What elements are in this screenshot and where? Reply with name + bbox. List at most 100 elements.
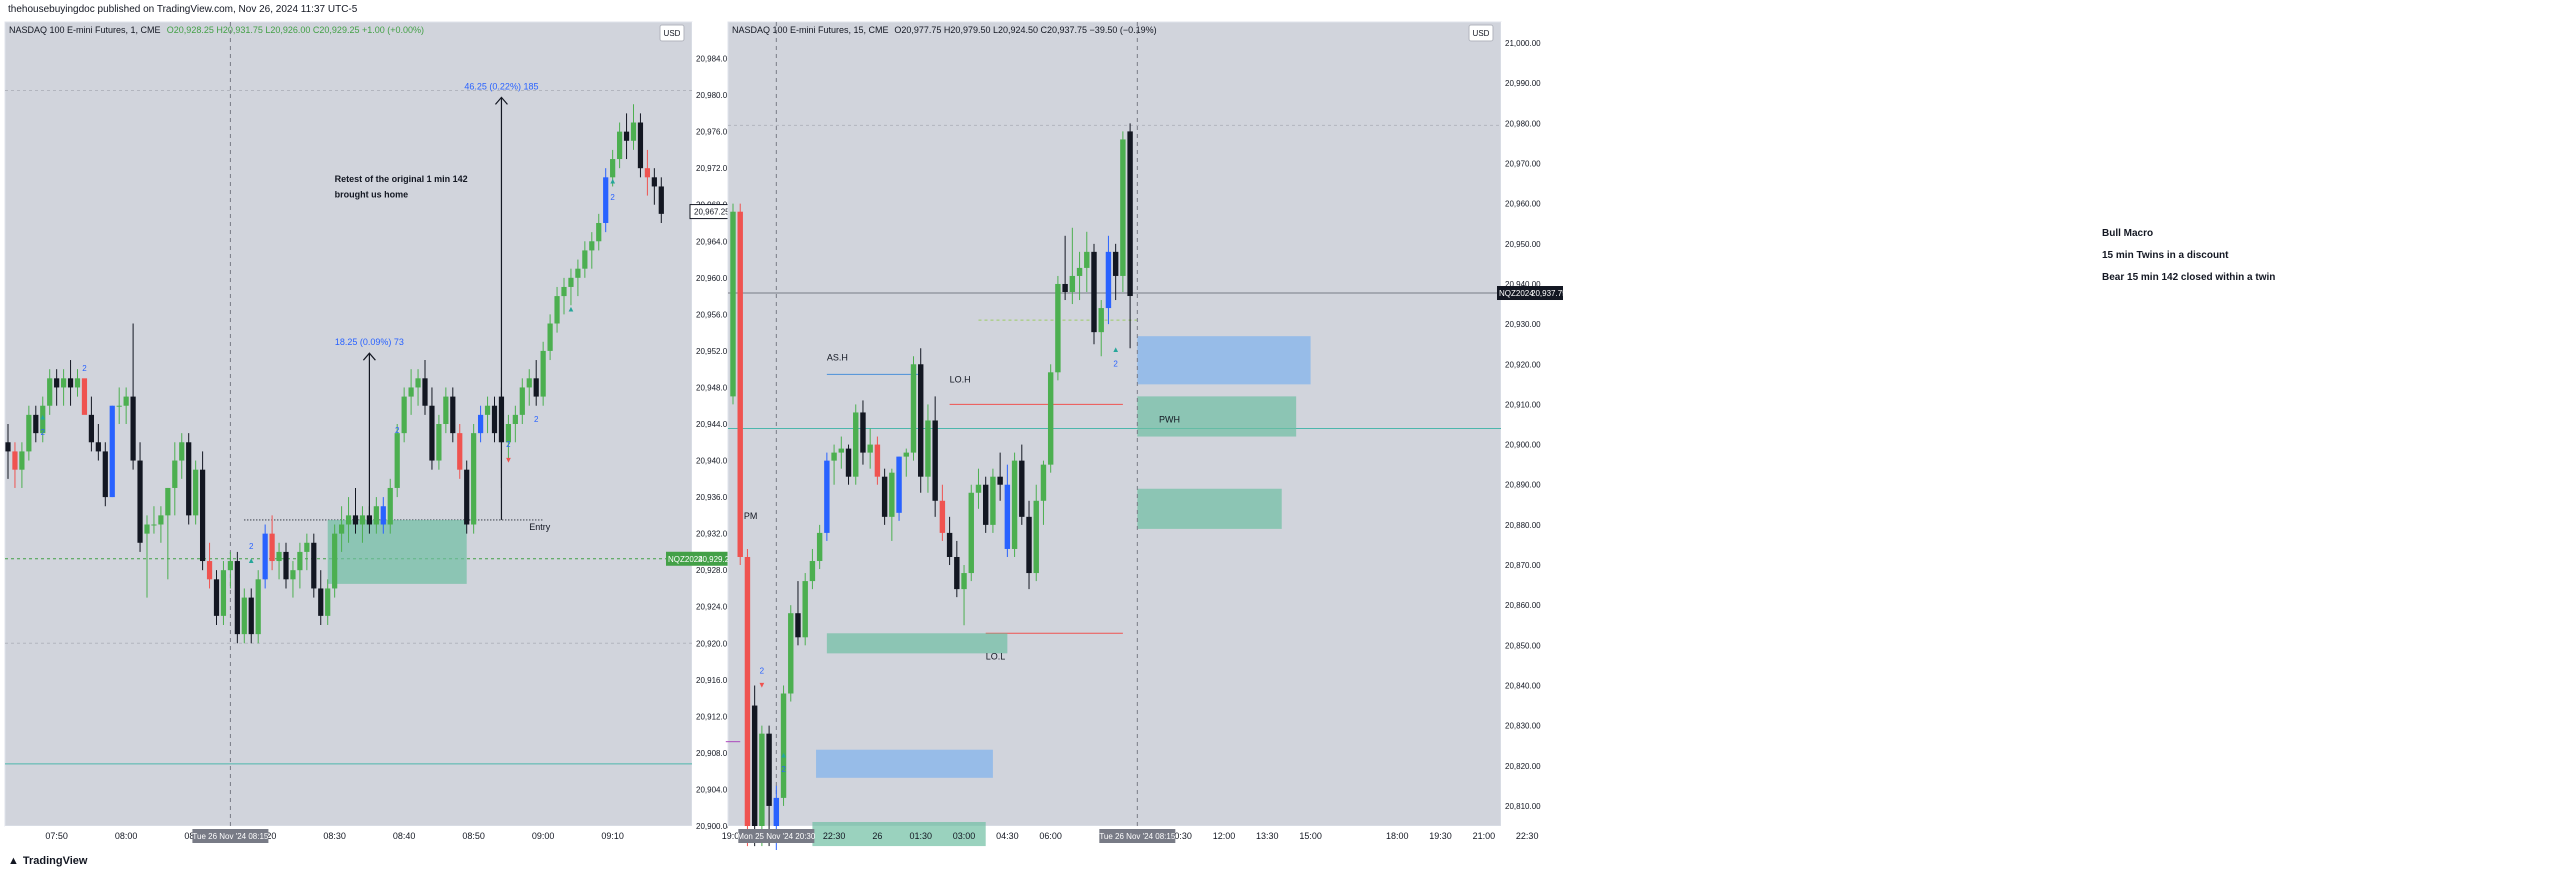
- candle: [193, 460, 199, 525]
- marker-triangle: ▲: [567, 305, 575, 314]
- candle: [394, 424, 400, 498]
- price-tick: 20,990.00: [1505, 79, 1541, 88]
- candle-body: [297, 551, 303, 571]
- marker-label: 2: [249, 542, 254, 551]
- contract-symbol: NQZ2024: [668, 555, 703, 564]
- annotation-text: LO.L: [986, 651, 1006, 661]
- zone-box: [812, 821, 986, 847]
- candle-body: [193, 469, 199, 516]
- candle-body: [737, 211, 743, 557]
- candle: [484, 396, 491, 434]
- publisher-text: thehousebuyingdoc published on TradingVi…: [8, 4, 358, 15]
- candle-body: [290, 570, 296, 580]
- contract-price: 20,929.25: [698, 555, 734, 564]
- zone-box: [816, 749, 993, 778]
- candle-body: [415, 378, 421, 388]
- time-tick: 10:30: [1169, 831, 1192, 841]
- candle-body: [276, 551, 282, 562]
- candle-body: [1033, 500, 1039, 574]
- candle-body: [990, 476, 996, 525]
- price-tick: 20,930.00: [1505, 320, 1541, 329]
- candle: [443, 387, 449, 434]
- candle-body: [165, 487, 171, 516]
- candle: [1033, 484, 1039, 582]
- currency-label: USD: [664, 29, 681, 38]
- zone-box: [327, 519, 467, 584]
- candle-body: [630, 122, 637, 141]
- candle: [1019, 444, 1025, 525]
- zone-box: [1137, 488, 1282, 529]
- candle-body: [766, 733, 772, 806]
- candle: [589, 232, 595, 269]
- candle: [144, 515, 150, 598]
- price-tick: 20,880.00: [1505, 521, 1541, 530]
- candle: [234, 551, 240, 644]
- price-tick: 20,840.00: [1505, 681, 1541, 690]
- candle-body: [325, 588, 331, 616]
- candle-body: [457, 433, 463, 470]
- candle-body: [925, 420, 931, 477]
- candle-body: [874, 444, 881, 477]
- candle: [67, 360, 74, 406]
- candle: [889, 468, 895, 541]
- time-tick: 13:30: [1256, 831, 1279, 841]
- candle-body: [206, 561, 213, 580]
- candle: [540, 341, 546, 406]
- candle-body: [1055, 283, 1061, 373]
- candle-body: [853, 412, 859, 477]
- candle: [759, 725, 765, 847]
- candle-body: [816, 532, 823, 562]
- candle-body: [519, 387, 525, 415]
- candle-body: [95, 442, 101, 452]
- ohlc-readout: O20,928.25 H20,931.75 L20,926.00 C20,929…: [167, 25, 424, 35]
- annotation-text: Retest of the original 1 min 142: [335, 174, 468, 184]
- candle-body: [422, 378, 428, 406]
- candle: [925, 404, 931, 493]
- time-tick: 09:00: [532, 831, 555, 841]
- candle-body: [471, 433, 477, 525]
- candle: [616, 122, 623, 169]
- chart-panel-1: NASDAQ 100 E-mini Futures, 1, CME O20,928…: [4, 21, 734, 848]
- candle-body: [26, 414, 32, 452]
- price-tick: 20,972.00: [696, 164, 732, 173]
- candle: [47, 369, 53, 415]
- candle: [954, 540, 960, 598]
- annotation-text: AS.H: [827, 352, 848, 362]
- candle-body: [332, 533, 338, 589]
- candle-body: [81, 378, 88, 415]
- candle: [130, 323, 136, 470]
- candle-body: [380, 506, 386, 525]
- ohlc-readout: O20,977.75 H20,979.50 L20,924.50 C20,937…: [894, 25, 1156, 35]
- measure-label: 46.25 (0.22%) 185: [464, 81, 538, 91]
- candle: [637, 113, 644, 178]
- annotation-text: PWH: [1159, 414, 1180, 424]
- contract-tag: [1497, 286, 1563, 301]
- candle-body: [637, 122, 644, 169]
- candle-body: [88, 414, 95, 443]
- candle: [860, 400, 866, 465]
- zone-box: [1137, 396, 1297, 437]
- candle: [283, 542, 289, 589]
- plot-background: [4, 21, 693, 827]
- candle: [373, 497, 379, 534]
- candle-body: [123, 396, 129, 406]
- marker-triangle: ▼: [504, 455, 512, 464]
- candle-body: [568, 277, 574, 287]
- candle-body: [109, 405, 115, 498]
- time-tick: 22:30: [823, 831, 846, 841]
- candle: [744, 548, 751, 847]
- candle-body: [234, 561, 240, 635]
- price-tick: 20,980.00: [1505, 119, 1541, 128]
- candle: [199, 451, 206, 571]
- candle-body: [1098, 308, 1104, 333]
- price-tick: 20,940.00: [1505, 280, 1541, 289]
- time-badge-text: Mon 25 Nov '24 20:30: [737, 832, 816, 841]
- note-text: 15 min Twins in a discount: [2102, 250, 2229, 261]
- candle: [845, 444, 852, 485]
- candle: [352, 487, 359, 534]
- candle-body: [561, 286, 567, 297]
- candle: [881, 468, 888, 525]
- candle-body: [67, 378, 74, 388]
- publisher-bar: thehousebuyingdoc published on TradingVi…: [0, 0, 2560, 20]
- candle: [982, 476, 989, 533]
